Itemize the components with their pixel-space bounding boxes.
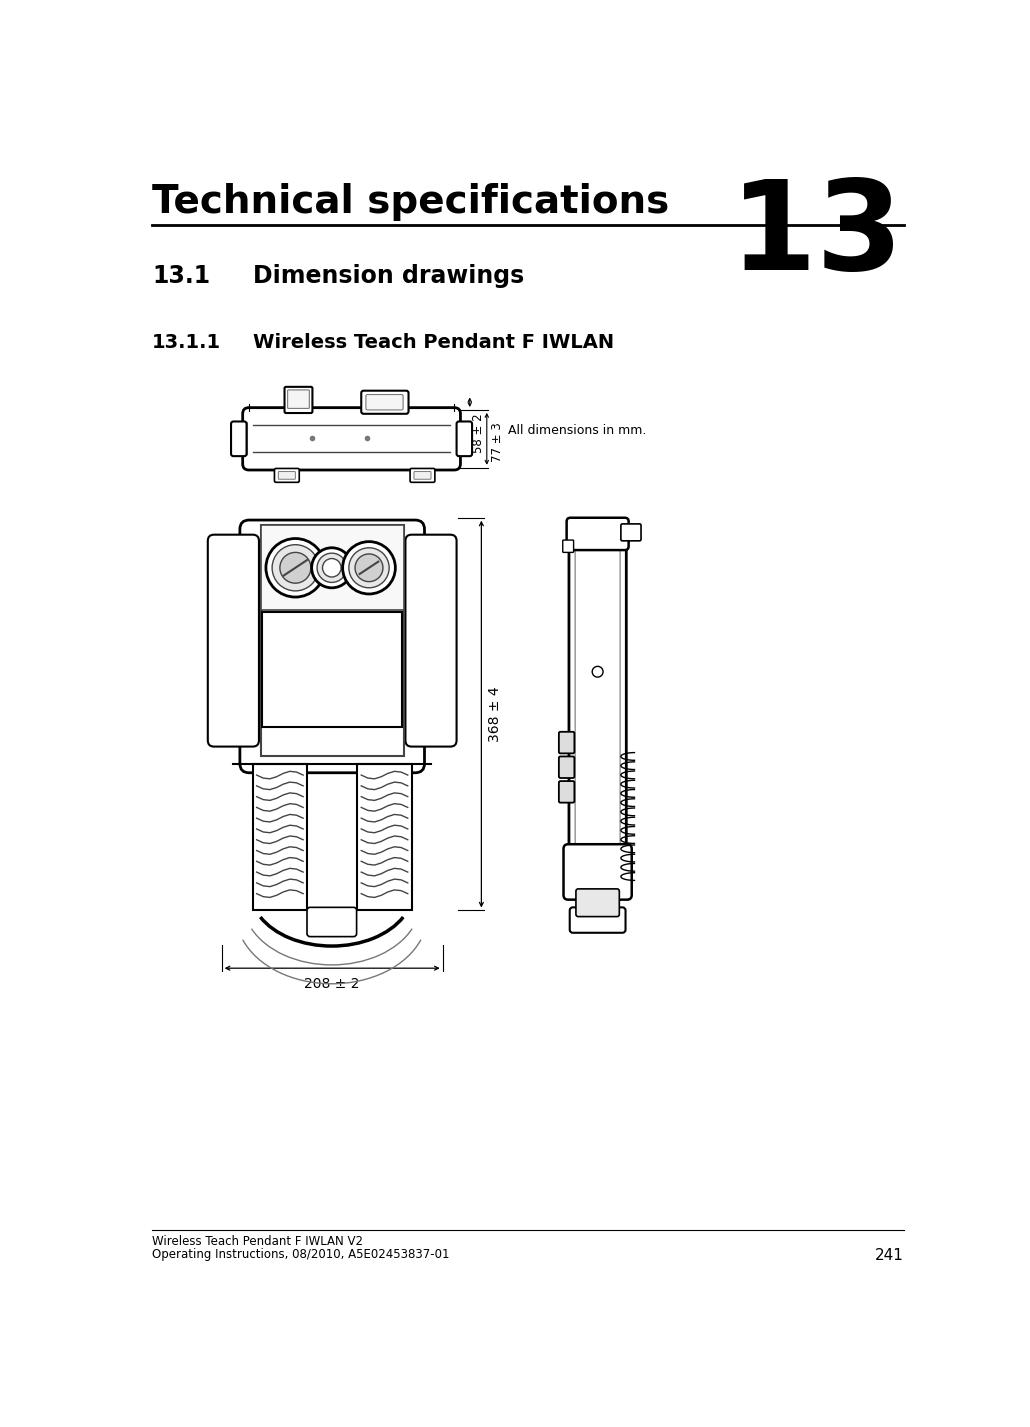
Circle shape <box>317 554 346 582</box>
Circle shape <box>266 538 324 596</box>
Text: Technical specifications: Technical specifications <box>152 183 670 221</box>
FancyBboxPatch shape <box>231 421 246 457</box>
FancyBboxPatch shape <box>570 908 625 933</box>
FancyBboxPatch shape <box>307 908 356 936</box>
Text: 13.1.1: 13.1.1 <box>152 332 221 352</box>
Circle shape <box>280 552 311 584</box>
FancyBboxPatch shape <box>284 387 312 412</box>
FancyBboxPatch shape <box>456 421 472 457</box>
FancyBboxPatch shape <box>240 519 424 773</box>
FancyBboxPatch shape <box>414 471 431 479</box>
Text: All dimensions in mm.: All dimensions in mm. <box>509 424 647 437</box>
FancyBboxPatch shape <box>559 756 575 778</box>
Circle shape <box>355 554 383 582</box>
Bar <box>261 525 404 611</box>
FancyBboxPatch shape <box>208 535 259 746</box>
FancyBboxPatch shape <box>563 845 631 899</box>
Text: 241: 241 <box>874 1247 903 1263</box>
FancyBboxPatch shape <box>278 471 296 479</box>
FancyBboxPatch shape <box>234 422 246 455</box>
Text: 13: 13 <box>729 176 903 295</box>
FancyBboxPatch shape <box>621 524 641 541</box>
Text: Dimension drawings: Dimension drawings <box>252 264 524 288</box>
FancyBboxPatch shape <box>232 422 244 455</box>
Bar <box>252 763 307 910</box>
Circle shape <box>349 548 389 588</box>
Text: 13.1: 13.1 <box>152 264 210 288</box>
Bar <box>262 612 403 728</box>
FancyBboxPatch shape <box>274 468 300 482</box>
Text: 208 ± 2: 208 ± 2 <box>305 977 359 992</box>
Text: Wireless Teach Pendant F IWLAN V2: Wireless Teach Pendant F IWLAN V2 <box>152 1236 363 1249</box>
FancyBboxPatch shape <box>559 781 575 802</box>
FancyBboxPatch shape <box>366 394 403 410</box>
Circle shape <box>343 542 396 594</box>
Text: 77 ± 3: 77 ± 3 <box>490 422 504 462</box>
FancyBboxPatch shape <box>287 390 309 408</box>
FancyBboxPatch shape <box>362 391 409 414</box>
Circle shape <box>272 545 318 591</box>
Text: Operating Instructions, 08/2010, A5E02453837-01: Operating Instructions, 08/2010, A5E0245… <box>152 1247 449 1260</box>
Text: Wireless Teach Pendant F IWLAN: Wireless Teach Pendant F IWLAN <box>252 332 614 352</box>
FancyBboxPatch shape <box>569 535 626 885</box>
Circle shape <box>312 548 352 588</box>
Bar <box>357 763 412 910</box>
FancyBboxPatch shape <box>410 468 435 482</box>
Text: 58 ± 2: 58 ± 2 <box>472 414 485 454</box>
FancyBboxPatch shape <box>566 518 628 549</box>
Circle shape <box>592 666 603 678</box>
FancyBboxPatch shape <box>575 545 620 868</box>
FancyBboxPatch shape <box>559 732 575 753</box>
Text: 368 ± 4: 368 ± 4 <box>487 686 502 742</box>
FancyBboxPatch shape <box>243 408 460 469</box>
FancyBboxPatch shape <box>235 422 247 455</box>
Circle shape <box>322 558 341 577</box>
Bar <box>261 525 404 756</box>
FancyBboxPatch shape <box>562 539 574 552</box>
FancyBboxPatch shape <box>406 535 456 746</box>
FancyBboxPatch shape <box>576 889 619 916</box>
